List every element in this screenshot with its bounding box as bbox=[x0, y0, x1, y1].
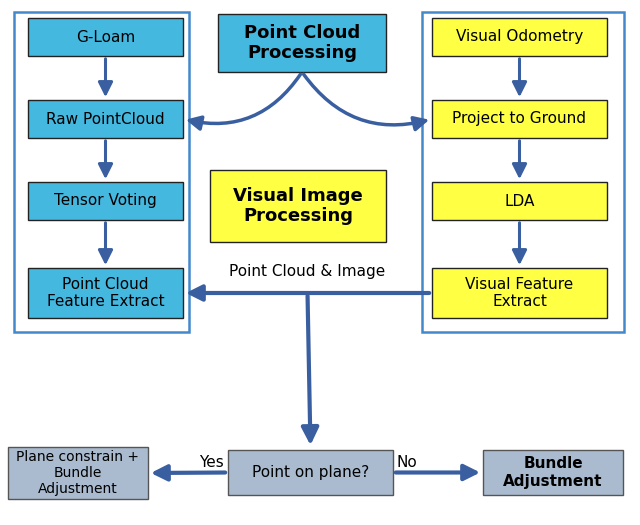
Bar bbox=[218, 14, 386, 72]
Text: Visual Feature
Extract: Visual Feature Extract bbox=[465, 277, 573, 309]
Bar bbox=[28, 268, 183, 318]
Text: Point Cloud
Feature Extract: Point Cloud Feature Extract bbox=[47, 277, 164, 309]
Text: LDA: LDA bbox=[504, 194, 534, 208]
Bar bbox=[14, 12, 189, 332]
Text: Tensor Voting: Tensor Voting bbox=[54, 194, 157, 208]
Bar bbox=[28, 18, 183, 56]
Text: Visual Odometry: Visual Odometry bbox=[456, 29, 583, 45]
Bar bbox=[422, 12, 624, 332]
Bar bbox=[432, 18, 607, 56]
Bar bbox=[432, 100, 607, 138]
Text: Raw PointCloud: Raw PointCloud bbox=[46, 111, 165, 127]
Text: No: No bbox=[397, 455, 418, 470]
Text: Point on plane?: Point on plane? bbox=[252, 465, 369, 480]
Text: Point Cloud & Image: Point Cloud & Image bbox=[229, 264, 386, 279]
Bar bbox=[28, 182, 183, 220]
Text: Point Cloud
Processing: Point Cloud Processing bbox=[244, 24, 360, 62]
Text: Bundle
Adjustment: Bundle Adjustment bbox=[503, 456, 603, 489]
Bar bbox=[432, 182, 607, 220]
Bar bbox=[483, 450, 623, 495]
Bar bbox=[432, 268, 607, 318]
Text: Yes: Yes bbox=[199, 455, 224, 470]
Bar bbox=[228, 450, 393, 495]
Text: Visual Image
Processing: Visual Image Processing bbox=[233, 186, 363, 225]
Text: G-Loam: G-Loam bbox=[76, 29, 135, 45]
Bar bbox=[28, 100, 183, 138]
Bar bbox=[8, 447, 148, 499]
Text: Project to Ground: Project to Ground bbox=[452, 111, 586, 127]
Bar bbox=[210, 170, 386, 242]
Text: Plane constrain +
Bundle
Adjustment: Plane constrain + Bundle Adjustment bbox=[17, 450, 140, 496]
